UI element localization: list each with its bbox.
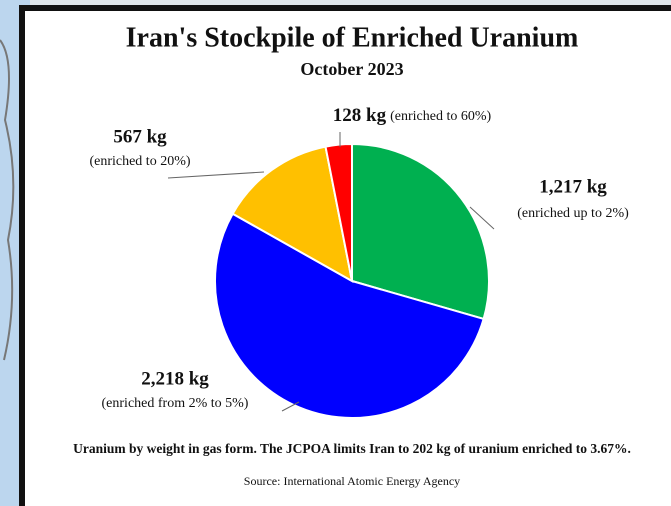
pie-slice [351,142,490,321]
chart-title: Iran's Stockpile of Enriched Uranium [126,22,579,53]
category-label: (enriched up to 2%) [517,206,629,221]
slice-label: 128 kg (enriched to 60%) [333,105,492,126]
leader-line [167,171,265,179]
category-label: (enriched to 60%) [390,109,491,124]
pie-slice [324,142,353,282]
leader-line [281,401,300,412]
value-label: 128 kg [333,105,387,126]
value-label: 2,218 kg [141,368,209,389]
pie-slice [231,145,354,283]
note: Uranium by weight in gas form. The JCPOA… [73,441,631,456]
value-label: 1,217 kg [539,176,607,197]
chart-subtitle: October 2023 [300,59,403,79]
value-label: 567 kg [113,126,167,147]
map-border [0,39,15,361]
category-label: (enriched to 20%) [89,154,190,169]
source: Source: International Atomic Energy Agen… [244,474,460,488]
leader-line [469,206,495,230]
pie-slice [214,212,485,419]
category-label: (enriched from 2% to 5%) [102,396,249,411]
